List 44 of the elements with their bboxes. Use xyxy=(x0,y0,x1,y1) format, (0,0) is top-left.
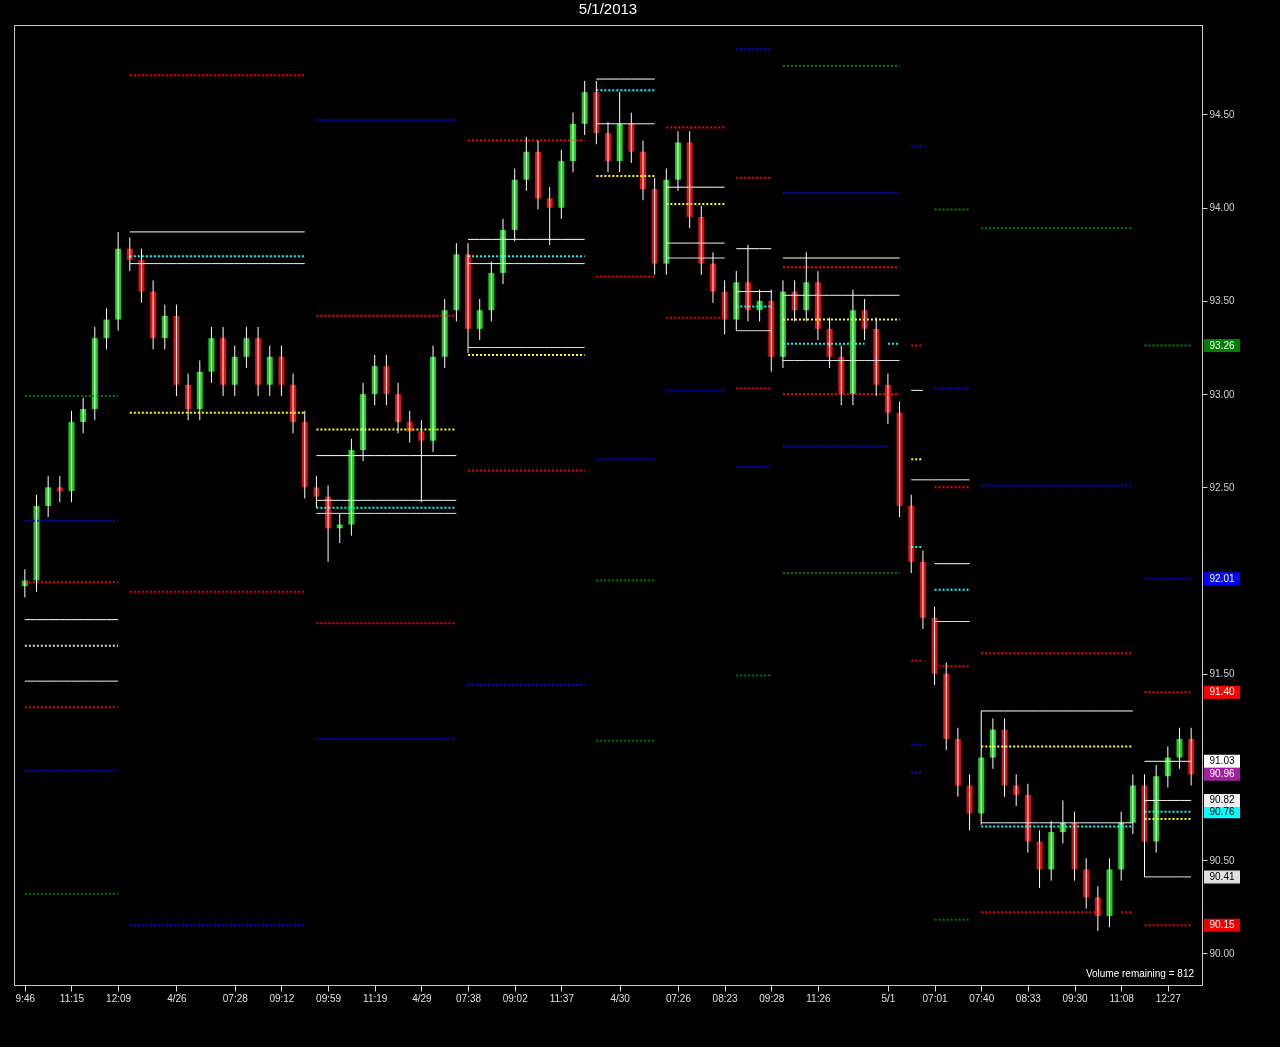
data-label: 90.76 xyxy=(1209,805,1235,817)
y-tick-label: 90.50 xyxy=(1209,854,1235,866)
data-label: 90.15 xyxy=(1209,919,1235,931)
data-label: 90.41 xyxy=(1209,870,1235,882)
x-tick-label: 07:40 xyxy=(969,992,995,1004)
x-tick-label: 07:26 xyxy=(665,992,692,1004)
x-tick-label: 4/26 xyxy=(167,992,188,1004)
x-tick-label: 09:59 xyxy=(316,992,342,1004)
y-tick-label: 93.00 xyxy=(1209,388,1235,400)
x-tick-label: 09:12 xyxy=(269,992,295,1004)
text: 90.96 xyxy=(1209,768,1235,780)
x-tick-label: 11:26 xyxy=(806,992,832,1004)
y-tick-label: 90.00 xyxy=(1209,947,1235,959)
x-tick-label: 07:28 xyxy=(222,992,249,1004)
x-tick-label: 4/29 xyxy=(412,992,433,1004)
x-tick-label: 08:23 xyxy=(712,992,739,1004)
x-tick-label: 09:30 xyxy=(1062,992,1088,1004)
annotation: Volume remaining = 812 xyxy=(1085,968,1195,979)
x-tick-label: 5/1 xyxy=(881,992,896,1004)
x-tick-label: 08:33 xyxy=(1015,992,1042,1004)
x-tick-label: 09:02 xyxy=(502,992,529,1004)
data-label: 91.03 xyxy=(1209,755,1235,767)
data-label: 92.01 xyxy=(1209,572,1235,584)
y-tick-label: 93.50 xyxy=(1209,295,1235,307)
chart-title: 5/1/2013 xyxy=(578,0,638,17)
x-tick-label: 11:19 xyxy=(363,992,388,1004)
x-tick-label: 9:46 xyxy=(15,992,36,1004)
x-tick-label: 07:01 xyxy=(922,992,949,1004)
y-tick-label: 94.00 xyxy=(1209,202,1235,214)
y-tick-label: 94.50 xyxy=(1209,108,1235,120)
candlestick xyxy=(56,475,63,503)
x-tick-label: 11:37 xyxy=(549,992,575,1004)
x-tick-label: 12:27 xyxy=(1155,992,1182,1004)
y-tick-label: 92.50 xyxy=(1209,481,1235,493)
x-tick-label: 12:09 xyxy=(106,992,132,1004)
x-tick-label: 07:38 xyxy=(456,992,482,1004)
data-label: 91.40 xyxy=(1209,686,1235,698)
x-tick-label: 09:28 xyxy=(759,992,785,1004)
x-tick-label: 11:15 xyxy=(59,992,85,1004)
y-tick-label: 91.50 xyxy=(1209,668,1235,680)
data-label: 90.82 xyxy=(1209,794,1235,806)
x-tick-label: 4/30 xyxy=(610,992,631,1004)
data-label: 93.26 xyxy=(1209,339,1235,351)
x-tick-label: 11:08 xyxy=(1109,992,1135,1004)
